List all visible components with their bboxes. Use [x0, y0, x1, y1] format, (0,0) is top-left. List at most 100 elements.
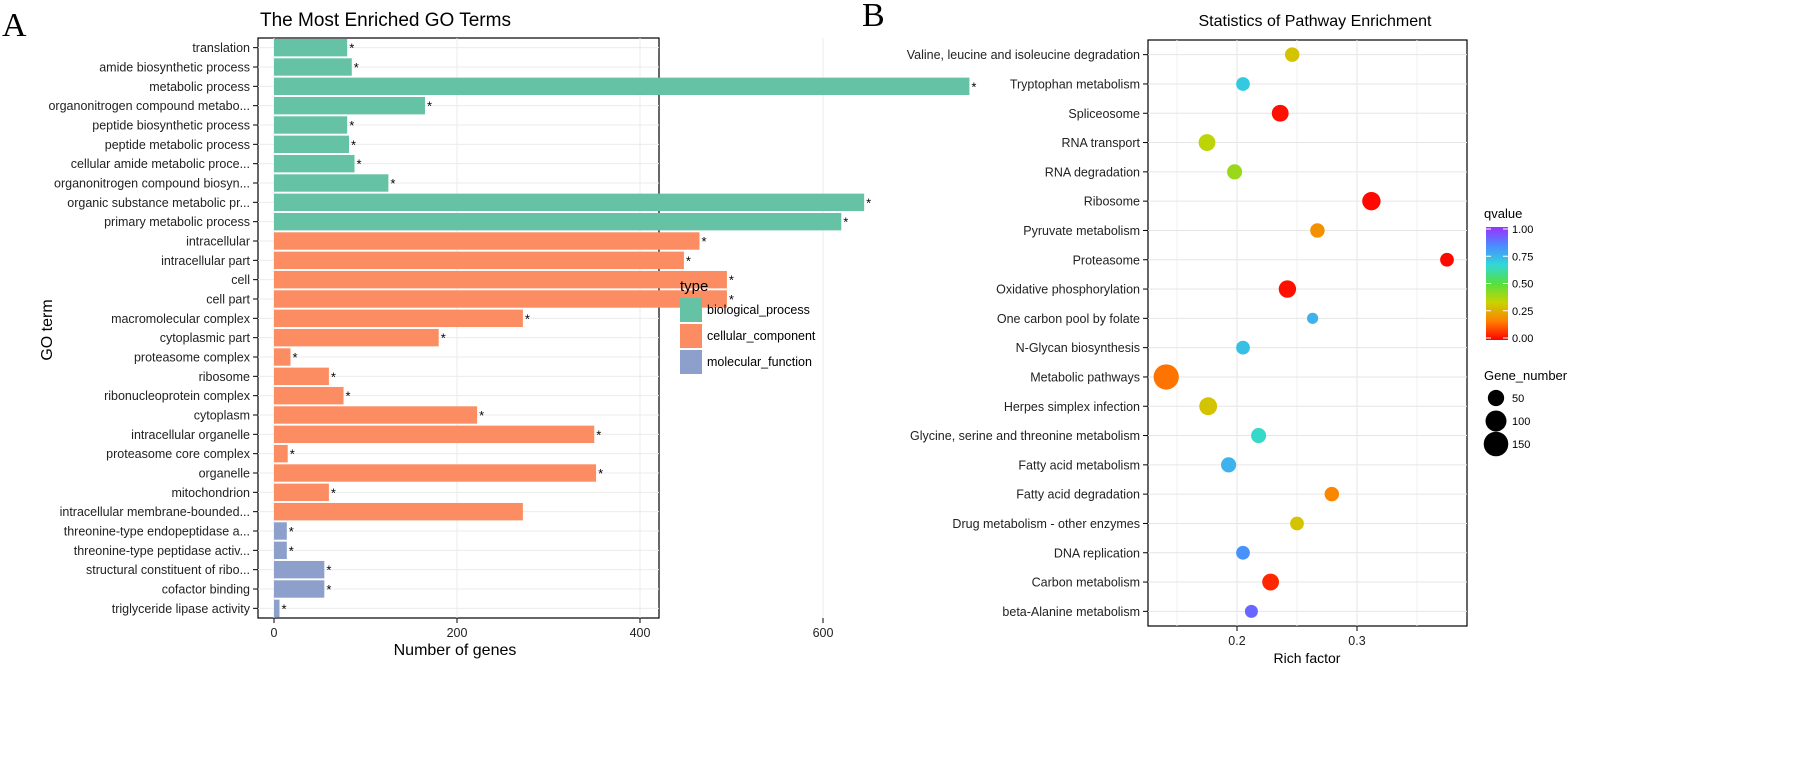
x-tick-label: 0 [271, 626, 278, 640]
y-tick-label: triglyceride lipase activity [112, 602, 251, 616]
bar [274, 174, 389, 192]
chart-b-gridlines [1143, 40, 1467, 631]
x-tick-label: 200 [447, 626, 468, 640]
size-legend-dot [1483, 431, 1509, 457]
y-tick-label: Herpes simplex infection [1004, 400, 1140, 414]
significance-marker: * [326, 563, 331, 578]
chart-b-points [1153, 47, 1454, 618]
legend-swatch [680, 324, 702, 348]
significance-marker: * [686, 253, 691, 268]
bar [274, 425, 595, 444]
y-tick-label: threonine-type endopeptidase a... [64, 525, 250, 539]
y-tick-label: cell part [206, 293, 250, 307]
gene-number-legend-title: Gene_number [1484, 368, 1568, 383]
y-tick-label: Fatty acid degradation [1016, 488, 1140, 502]
pathway-point [1310, 223, 1325, 238]
x-tick-label: 400 [630, 626, 651, 640]
chart-b-title: Statistics of Pathway Enrichment [1199, 13, 1433, 30]
y-tick-label: Ribosome [1084, 195, 1140, 209]
size-legend-label: 150 [1512, 439, 1530, 451]
y-tick-label: cellular amide metabolic proce... [71, 157, 250, 171]
y-tick-label: mitochondrion [171, 486, 250, 500]
y-tick-label: RNA degradation [1045, 165, 1140, 179]
bar [274, 464, 597, 482]
y-tick-label: structural constituent of ribo... [86, 563, 250, 577]
significance-marker: * [346, 389, 351, 404]
y-tick-label: macromolecular complex [111, 312, 251, 326]
y-tick-label: intracellular membrane-bounded... [60, 505, 250, 519]
significance-marker: * [441, 331, 446, 346]
significance-marker: * [290, 447, 295, 462]
pathway-point [1284, 47, 1300, 62]
colorbar-tick-label: 1.00 [1512, 224, 1533, 236]
y-tick-label: Drug metabolism - other enzymes [952, 517, 1140, 531]
bar [274, 328, 439, 347]
bar [274, 560, 325, 579]
bar [274, 406, 478, 424]
bar [274, 309, 523, 328]
bar [274, 367, 329, 386]
x-tick-label: 600 [813, 626, 834, 640]
pathway-point [1362, 191, 1381, 211]
size-legend-label: 100 [1512, 416, 1530, 428]
y-tick-label: Spliceosome [1068, 107, 1140, 121]
pathway-point [1262, 573, 1280, 591]
significance-marker: * [479, 408, 484, 423]
bar [274, 599, 280, 618]
y-tick-label: Proteasome [1073, 253, 1140, 267]
y-tick-label: Carbon metabolism [1032, 576, 1140, 590]
size-legend-dot [1487, 389, 1505, 407]
y-tick-label: intracellular part [161, 254, 250, 268]
colorbar-tick-label: 0.75 [1512, 251, 1533, 263]
gene-number-legend: 50 100 150 [1483, 389, 1530, 457]
qvalue-colorbar [1486, 227, 1508, 340]
y-tick-label: N-Glycan biosynthesis [1016, 341, 1140, 355]
y-tick-label: intracellular organelle [131, 428, 250, 442]
significance-marker: * [598, 466, 603, 481]
bar [274, 541, 287, 560]
y-tick-label: cell [231, 273, 250, 287]
bar [274, 444, 288, 463]
legend-label: cellular_component [707, 329, 816, 343]
legend-swatch [680, 298, 702, 322]
pathway-point [1324, 486, 1340, 502]
significance-marker: * [525, 311, 530, 326]
y-tick-label: peptide metabolic process [105, 138, 250, 152]
pathway-point [1278, 280, 1297, 298]
significance-marker: * [351, 137, 356, 152]
chart-a-bars: ***************************** [274, 38, 976, 618]
y-tick-label: Tryptophan metabolism [1010, 77, 1140, 91]
bar [274, 154, 355, 173]
chart-a-y-tick-labels: translation amide biosynthetic process met… [48, 41, 250, 616]
chart-b-plot-area [1147, 39, 1468, 627]
significance-marker: * [349, 118, 354, 133]
bar [274, 483, 329, 502]
significance-marker: * [292, 350, 297, 365]
pathway-point [1271, 104, 1289, 122]
bar [274, 58, 352, 76]
bar [274, 212, 842, 231]
pathway-point [1440, 252, 1454, 267]
bar [274, 348, 291, 366]
y-tick-label: amide biosynthetic process [99, 61, 250, 75]
y-tick-label: primary metabolic process [104, 215, 250, 229]
bar [274, 38, 348, 57]
x-tick-label: 0.3 [1348, 634, 1365, 648]
significance-marker: * [596, 427, 601, 442]
legend-label: molecular_function [707, 355, 812, 369]
legend-label: biological_process [707, 303, 810, 317]
pathway-point [1198, 134, 1216, 151]
y-tick-label: organelle [199, 467, 250, 481]
bar [274, 270, 727, 289]
y-tick-label: threonine-type peptidase activ... [74, 544, 250, 558]
chart-a-plot-area [257, 37, 660, 619]
bar [274, 232, 700, 250]
significance-marker: * [843, 215, 848, 230]
colorbar-tick-label: 0.00 [1512, 333, 1533, 345]
y-tick-label: Glycine, serine and threonine metabolism [910, 429, 1140, 443]
pathway-point [1199, 397, 1218, 416]
y-tick-label: DNA replication [1054, 546, 1140, 560]
bar [274, 251, 684, 270]
chart-b-x-axis-title: Rich factor [1274, 650, 1341, 666]
